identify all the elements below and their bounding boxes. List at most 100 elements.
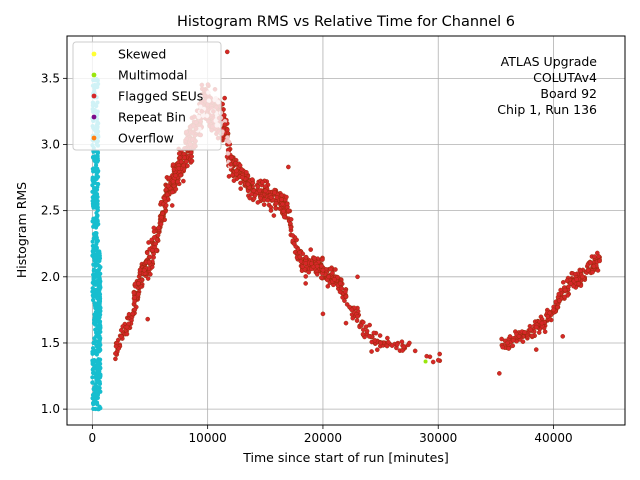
flagged-point bbox=[528, 327, 533, 333]
flagged-point bbox=[260, 180, 265, 185]
flagged-point bbox=[430, 359, 436, 365]
normal-point bbox=[93, 188, 98, 193]
flagged-point bbox=[132, 307, 138, 312]
flagged-point bbox=[279, 197, 284, 202]
flagged-point bbox=[533, 324, 539, 330]
flagged-point bbox=[284, 194, 289, 200]
flagged-point bbox=[424, 353, 430, 359]
flagged-point bbox=[505, 340, 510, 346]
legend-marker bbox=[91, 72, 97, 78]
normal-point bbox=[94, 268, 100, 273]
flagged-point bbox=[290, 233, 296, 238]
normal-point bbox=[95, 156, 100, 161]
normal-point bbox=[98, 305, 103, 311]
flagged-point bbox=[333, 267, 338, 272]
flagged-point bbox=[239, 175, 245, 180]
normal-point bbox=[93, 397, 98, 402]
legend-items: Skewed Multimodal Flagged SEUs Repeat Bin Ov… bbox=[91, 47, 203, 146]
normal-point bbox=[90, 298, 96, 303]
flagged-point bbox=[145, 276, 151, 281]
flagged-point bbox=[590, 269, 595, 275]
normal-point bbox=[95, 174, 101, 179]
legend-label: Multimodal bbox=[118, 68, 187, 83]
flagged-point bbox=[355, 314, 360, 319]
flagged-point bbox=[255, 184, 261, 190]
normal-point bbox=[95, 364, 100, 369]
flagged-point bbox=[118, 327, 124, 333]
normal-point bbox=[91, 243, 96, 249]
flagged-point bbox=[510, 343, 516, 349]
flagged-point bbox=[314, 271, 320, 277]
grid bbox=[67, 36, 625, 425]
normal-point bbox=[91, 359, 96, 364]
legend-label: Overflow bbox=[118, 131, 174, 146]
flagged-point bbox=[574, 277, 579, 282]
flagged-point bbox=[378, 340, 383, 346]
flagged-point bbox=[255, 200, 261, 205]
normal-point bbox=[90, 375, 95, 380]
flagged-point bbox=[597, 258, 602, 264]
flagged-point bbox=[367, 322, 372, 328]
flagged-point bbox=[326, 274, 332, 280]
normal-point bbox=[91, 268, 96, 273]
normal-point bbox=[95, 344, 100, 349]
flagged-point bbox=[166, 175, 172, 181]
flagged-point bbox=[401, 344, 406, 350]
y-tick-label: 1.0 bbox=[41, 402, 60, 416]
flagged-point bbox=[170, 189, 175, 195]
flagged-point bbox=[176, 166, 182, 171]
flagged-point bbox=[343, 294, 349, 299]
normal-point bbox=[98, 366, 103, 371]
flagged-point bbox=[536, 330, 542, 335]
flagged-point bbox=[273, 205, 278, 211]
y-tick-label: 3.0 bbox=[41, 137, 60, 151]
flagged-point bbox=[286, 208, 291, 213]
flagged-point bbox=[303, 261, 308, 266]
flagged-point bbox=[591, 263, 597, 269]
flagged-outlier-point bbox=[320, 311, 326, 317]
flagged-outlier-point bbox=[497, 371, 502, 376]
flagged-point bbox=[339, 286, 345, 291]
flagged-outlier-point bbox=[560, 334, 566, 339]
normal-point bbox=[90, 392, 96, 398]
flagged-point bbox=[437, 351, 442, 357]
flagged-point bbox=[136, 291, 141, 297]
legend: Skewed Multimodal Flagged SEUs Repeat Bin Ov… bbox=[72, 41, 222, 151]
legend-label: Flagged SEUs bbox=[118, 89, 203, 104]
flagged-outlier-point bbox=[343, 320, 349, 326]
normal-point bbox=[97, 313, 102, 318]
flagged-point bbox=[258, 195, 263, 201]
flagged-point bbox=[164, 192, 170, 198]
normal-point bbox=[90, 203, 96, 209]
flagged-point bbox=[181, 178, 186, 184]
flagged-point bbox=[371, 330, 377, 336]
normal-point bbox=[95, 360, 100, 365]
flagged-point bbox=[225, 127, 230, 133]
flagged-point bbox=[297, 254, 303, 260]
normal-point bbox=[95, 150, 100, 155]
flagged-point bbox=[137, 267, 143, 273]
x-axis-label: Time since start of run [minutes] bbox=[242, 450, 448, 465]
plot-frame bbox=[66, 35, 626, 426]
flagged-point bbox=[319, 275, 324, 281]
flagged-point bbox=[281, 208, 286, 214]
normal-point bbox=[90, 293, 95, 298]
flagged-point bbox=[308, 247, 314, 252]
flagged-point bbox=[595, 268, 601, 273]
flagged-point bbox=[300, 264, 305, 270]
flagged-point bbox=[265, 197, 271, 203]
normal-point bbox=[94, 334, 99, 339]
flagged-point bbox=[384, 343, 390, 349]
flagged-point bbox=[312, 255, 317, 261]
legend-label: Skewed bbox=[118, 47, 166, 62]
flagged-point bbox=[499, 336, 504, 342]
flagged-point bbox=[288, 217, 294, 222]
flagged-point bbox=[165, 183, 171, 189]
flagged-point bbox=[571, 283, 576, 289]
normal-point bbox=[93, 199, 98, 205]
flagged-point bbox=[146, 240, 151, 245]
flagged-point bbox=[153, 248, 159, 253]
flagged-point bbox=[156, 225, 162, 231]
normal-point bbox=[98, 285, 103, 290]
annotation-line-2: COLUTAv4 bbox=[533, 70, 597, 85]
